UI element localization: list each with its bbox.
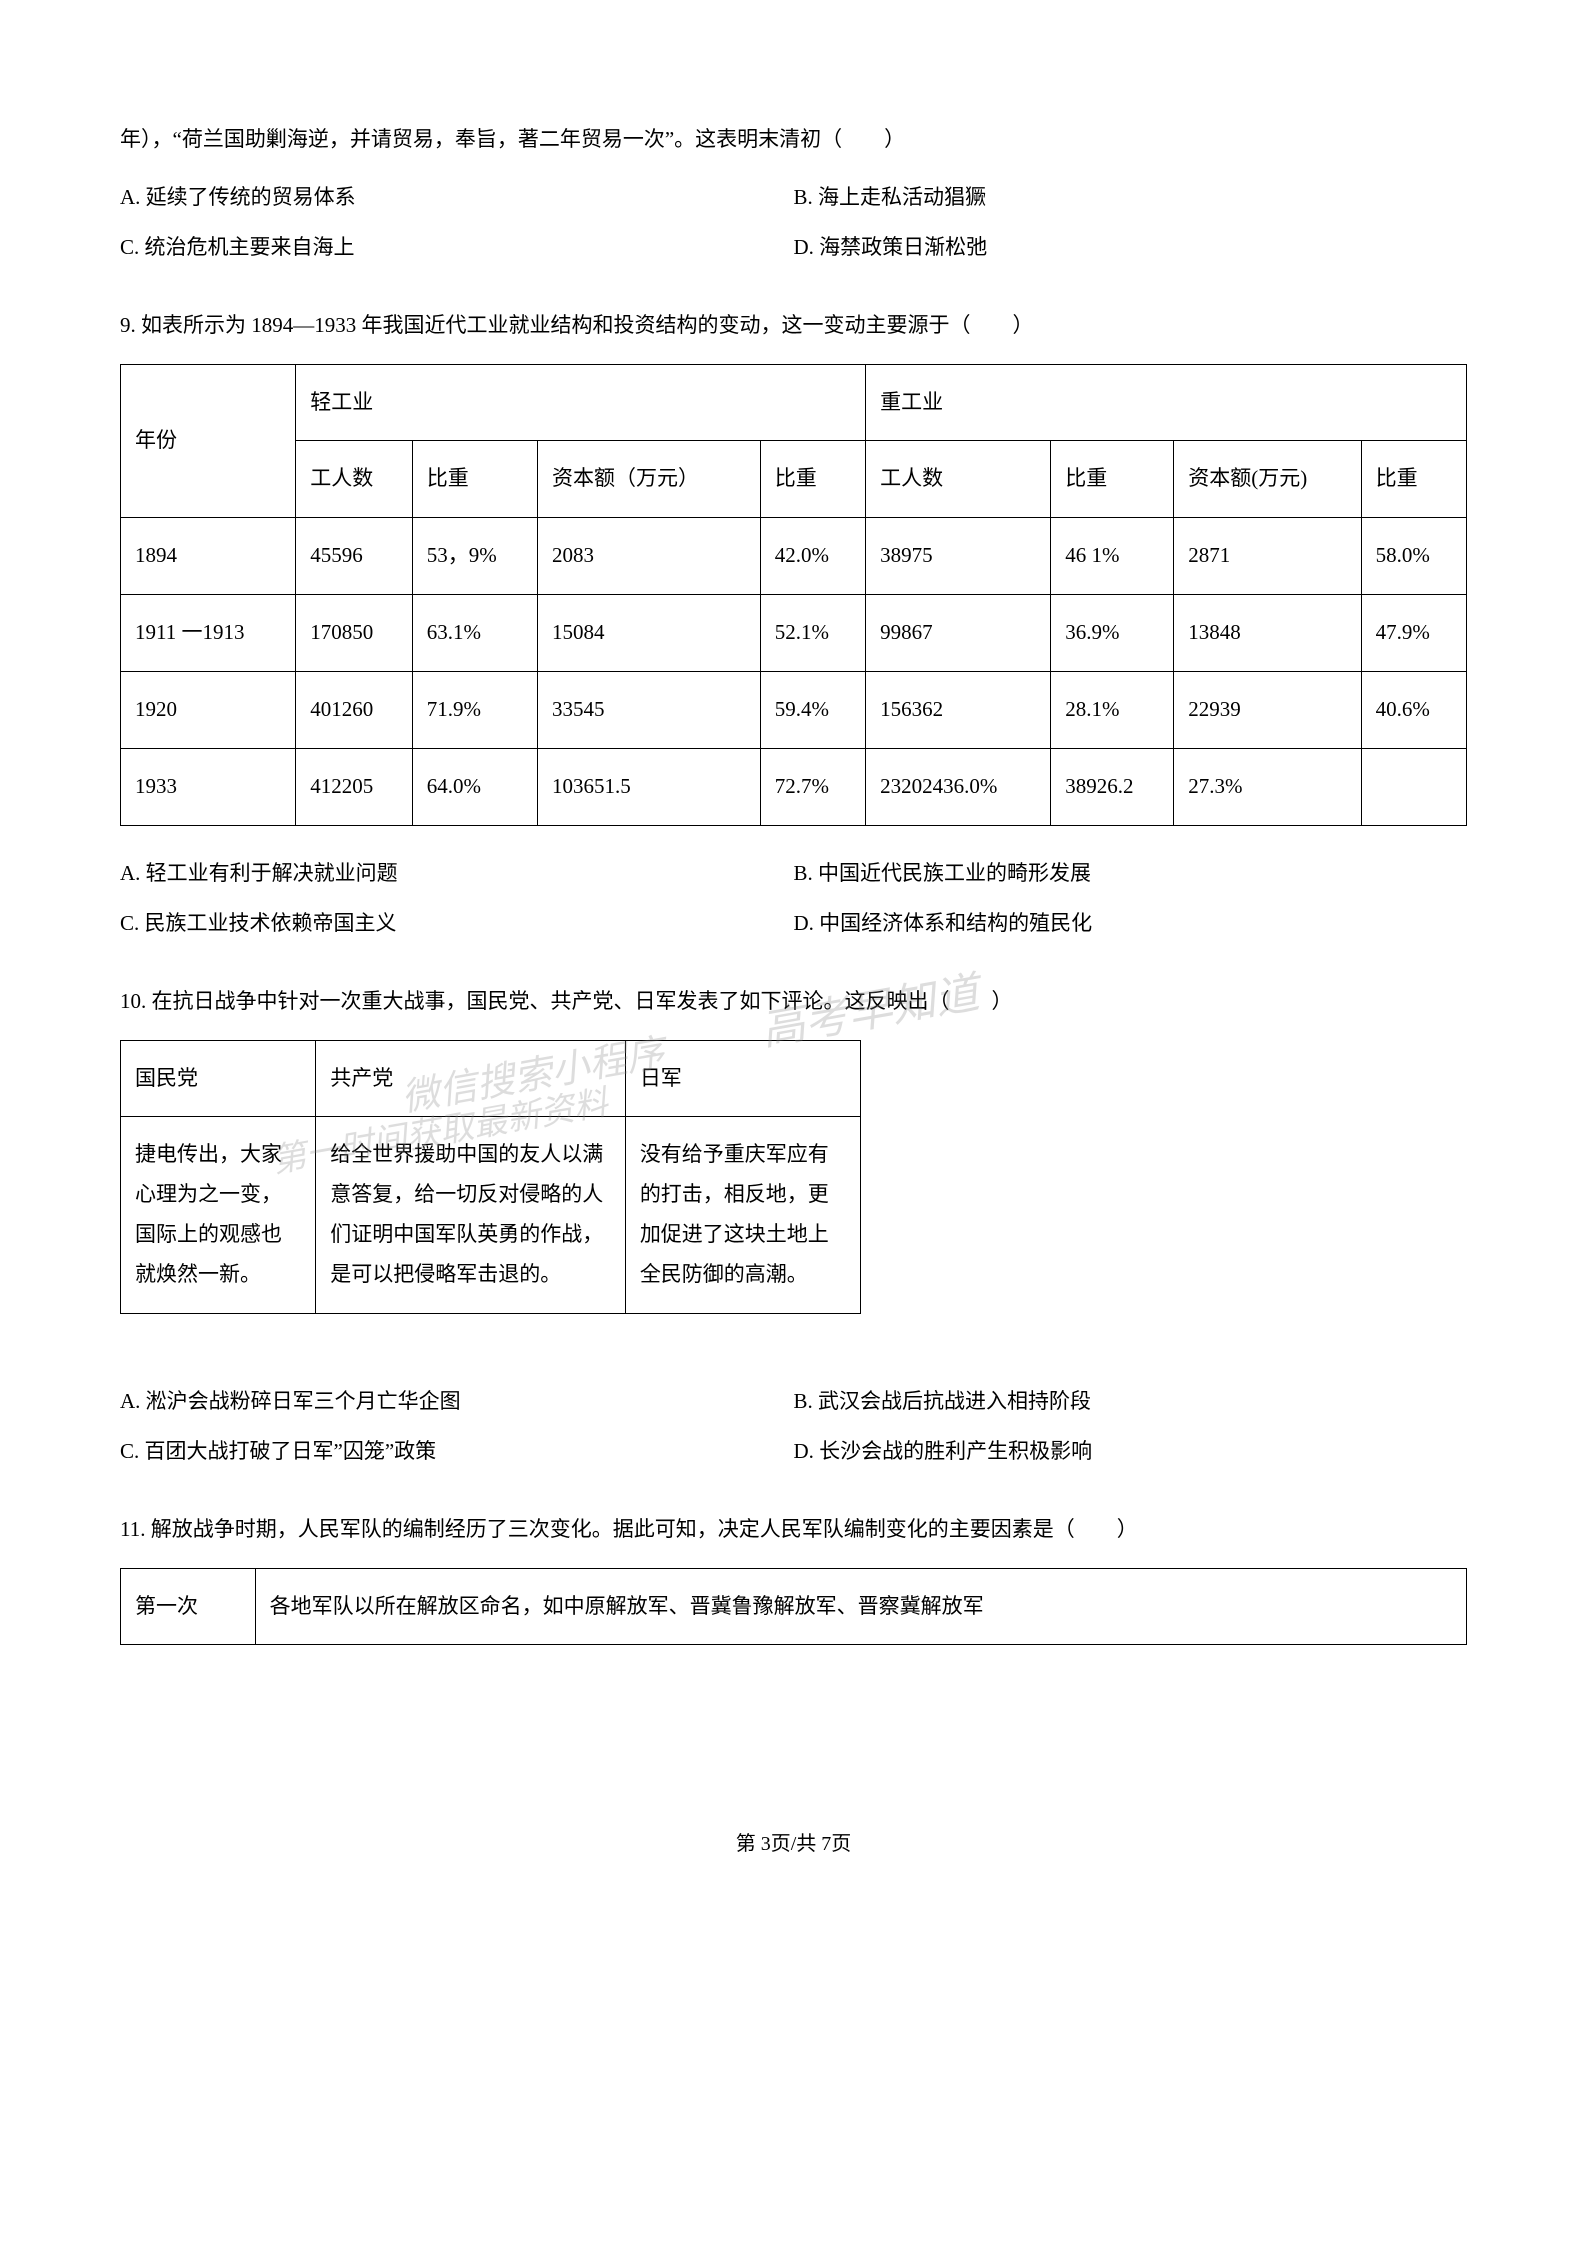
q10-option-a: A. 淞沪会战粉碎日军三个月亡华企图 <box>120 1382 794 1422</box>
table-row: 1911 一1913 170850 63.1% 15084 52.1% 9986… <box>121 595 1467 672</box>
q8-option-c: C. 统治危机主要来自海上 <box>120 228 794 268</box>
q8-options: A. 延续了传统的贸易体系 B. 海上走私活动猖獗 C. 统治危机主要来自海上 … <box>120 178 1467 278</box>
cell: 给全世界援助中国的友人以满意答复，给一切反对侵略的人们证明中国军队英勇的作战，是… <box>316 1117 626 1314</box>
cell: 64.0% <box>412 749 537 826</box>
cell: 42.0% <box>760 518 865 595</box>
table-row: 1933 412205 64.0% 103651.5 72.7% 2320243… <box>121 749 1467 826</box>
cell: 工人数 <box>866 441 1051 518</box>
cell: 38975 <box>866 518 1051 595</box>
cell: 99867 <box>866 595 1051 672</box>
cell <box>1361 749 1466 826</box>
cell: 13848 <box>1174 595 1361 672</box>
cell: 资本额(万元) <box>1174 441 1361 518</box>
cell: 156362 <box>866 672 1051 749</box>
q9-options: A. 轻工业有利于解决就业问题 B. 中国近代民族工业的畸形发展 C. 民族工业… <box>120 854 1467 954</box>
q8-option-b: B. 海上走私活动猖獗 <box>794 178 1468 218</box>
q9-option-a: A. 轻工业有利于解决就业问题 <box>120 854 794 894</box>
cell: 比重 <box>760 441 865 518</box>
cell: 各地军队以所在解放区命名，如中原解放军、晋冀鲁豫解放军、晋察冀解放军 <box>255 1568 1466 1645</box>
cell: 401260 <box>296 672 412 749</box>
cell: 72.7% <box>760 749 865 826</box>
cell: 52.1% <box>760 595 865 672</box>
q9-option-d: D. 中国经济体系和结构的殖民化 <box>794 904 1468 944</box>
cell: 27.3% <box>1174 749 1361 826</box>
cell-year-header: 年份 <box>121 364 296 518</box>
cell: 2871 <box>1174 518 1361 595</box>
table-row: 1894 45596 53，9% 2083 42.0% 38975 46 1% … <box>121 518 1467 595</box>
cell: 比重 <box>1051 441 1174 518</box>
cell: 53，9% <box>412 518 537 595</box>
cell: 59.4% <box>760 672 865 749</box>
table-row: 工人数 比重 资本额（万元） 比重 工人数 比重 资本额(万元) 比重 <box>121 441 1467 518</box>
cell: 比重 <box>1361 441 1466 518</box>
cell: 15084 <box>538 595 761 672</box>
cell: 1920 <box>121 672 296 749</box>
cell: 第一次 <box>121 1568 256 1645</box>
table-row: 年份 轻工业 重工业 <box>121 364 1467 441</box>
cell-light-header: 轻工业 <box>296 364 866 441</box>
table-row: 捷电传出，大家心理为之一变，国际上的观感也就焕然一新。 给全世界援助中国的友人以… <box>121 1117 861 1314</box>
cell: 共产党 <box>316 1040 626 1117</box>
cell: 58.0% <box>1361 518 1466 595</box>
cell: 国民党 <box>121 1040 316 1117</box>
page-footer: 第 3页/共 7页 <box>120 1825 1467 1863</box>
cell: 捷电传出，大家心理为之一变，国际上的观感也就焕然一新。 <box>121 1117 316 1314</box>
cell: 63.1% <box>412 595 537 672</box>
q11-text: 11. 解放战争时期，人民军队的编制经历了三次变化。据此可知，决定人民军队编制变… <box>120 1510 1467 1550</box>
cell: 没有给予重庆军应有的打击，相反地，更加促进了这块土地上全民防御的高潮。 <box>625 1117 860 1314</box>
cell: 47.9% <box>1361 595 1466 672</box>
cell: 日军 <box>625 1040 860 1117</box>
cell: 40.6% <box>1361 672 1466 749</box>
q8-intro: 年），“荷兰国助剿海逆，并请贸易，奉旨，著二年贸易一次”。这表明末清初（ ） <box>120 120 1467 160</box>
q9-option-c: C. 民族工业技术依赖帝国主义 <box>120 904 794 944</box>
cell-heavy-header: 重工业 <box>866 364 1467 441</box>
cell: 比重 <box>412 441 537 518</box>
q10-option-d: D. 长沙会战的胜利产生积极影响 <box>794 1432 1468 1472</box>
q9-text: 9. 如表所示为 1894—1933 年我国近代工业就业结构和投资结构的变动，这… <box>120 306 1467 346</box>
cell: 22939 <box>1174 672 1361 749</box>
cell: 28.1% <box>1051 672 1174 749</box>
q8-option-d: D. 海禁政策日渐松弛 <box>794 228 1468 268</box>
q10-table: 国民党 共产党 日军 捷电传出，大家心理为之一变，国际上的观感也就焕然一新。 给… <box>120 1040 861 1314</box>
cell: 1911 一1913 <box>121 595 296 672</box>
q8-option-a: A. 延续了传统的贸易体系 <box>120 178 794 218</box>
q9-option-b: B. 中国近代民族工业的畸形发展 <box>794 854 1468 894</box>
table-row: 第一次 各地军队以所在解放区命名，如中原解放军、晋冀鲁豫解放军、晋察冀解放军 <box>121 1568 1467 1645</box>
q10-option-c: C. 百团大战打破了日军”囚笼”政策 <box>120 1432 794 1472</box>
table-row: 国民党 共产党 日军 <box>121 1040 861 1117</box>
cell: 33545 <box>538 672 761 749</box>
table-row: 1920 401260 71.9% 33545 59.4% 156362 28.… <box>121 672 1467 749</box>
page-container: 高考早知道 微信搜索小程序 第一时间获取最新资料 年），“荷兰国助剿海逆，并请贸… <box>120 120 1467 1863</box>
q9-table: 年份 轻工业 重工业 工人数 比重 资本额（万元） 比重 工人数 比重 资本额(… <box>120 364 1467 826</box>
cell: 38926.2 <box>1051 749 1174 826</box>
cell: 1894 <box>121 518 296 595</box>
cell: 工人数 <box>296 441 412 518</box>
cell: 2083 <box>538 518 761 595</box>
cell: 45596 <box>296 518 412 595</box>
cell: 46 1% <box>1051 518 1174 595</box>
cell: 170850 <box>296 595 412 672</box>
cell: 103651.5 <box>538 749 761 826</box>
cell: 71.9% <box>412 672 537 749</box>
q11-table: 第一次 各地军队以所在解放区命名，如中原解放军、晋冀鲁豫解放军、晋察冀解放军 <box>120 1568 1467 1646</box>
cell: 23202436.0% <box>866 749 1051 826</box>
cell: 资本额（万元） <box>538 441 761 518</box>
cell: 36.9% <box>1051 595 1174 672</box>
q10-options: A. 淞沪会战粉碎日军三个月亡华企图 B. 武汉会战后抗战进入相持阶段 C. 百… <box>120 1382 1467 1482</box>
cell: 1933 <box>121 749 296 826</box>
cell: 412205 <box>296 749 412 826</box>
q10-text: 10. 在抗日战争中针对一次重大战事，国民党、共产党、日军发表了如下评论。这反映… <box>120 982 1467 1022</box>
q10-option-b: B. 武汉会战后抗战进入相持阶段 <box>794 1382 1468 1422</box>
